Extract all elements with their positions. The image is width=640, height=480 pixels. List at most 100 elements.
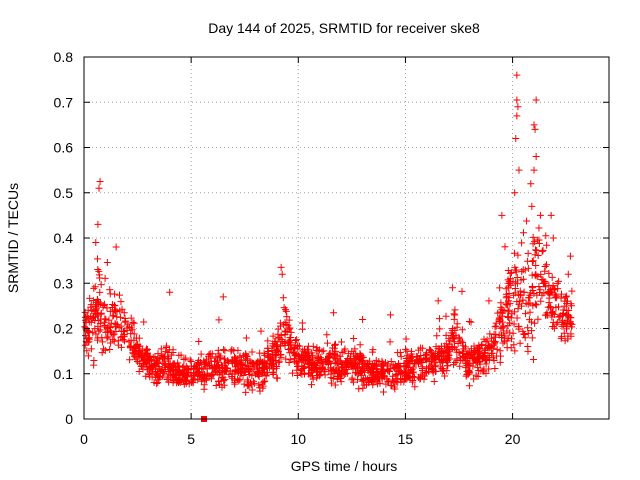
data-point: [292, 336, 300, 344]
data-point: [354, 370, 362, 378]
data-point: [351, 345, 359, 353]
data-point: [567, 332, 575, 340]
data-point: [516, 291, 524, 299]
data-point: [568, 323, 576, 331]
data-point: [95, 327, 103, 335]
data-point: [467, 318, 475, 326]
data-point: [513, 273, 521, 281]
data-point: [358, 358, 366, 366]
data-point: [517, 302, 525, 310]
data-point: [480, 367, 488, 375]
data-point: [397, 375, 405, 383]
data-point: [336, 352, 344, 360]
data-point: [342, 365, 350, 373]
data-point: [543, 241, 551, 249]
data-point: [298, 325, 306, 333]
data-point: [105, 323, 113, 331]
data-point: [520, 229, 528, 237]
data-point: [87, 345, 95, 353]
data-point: [186, 356, 194, 364]
data-point: [287, 345, 295, 353]
data-point: [427, 346, 435, 354]
data-point: [545, 294, 553, 302]
data-point-peak: [219, 293, 227, 301]
data-point: [403, 351, 411, 359]
data-point-peak: [449, 284, 457, 292]
data-point: [105, 316, 113, 324]
data-point: [456, 362, 464, 370]
data-point: [285, 316, 293, 324]
data-point: [155, 373, 163, 381]
data-point: [535, 236, 543, 244]
data-point: [159, 359, 167, 367]
data-point: [240, 368, 248, 376]
data-point: [120, 309, 128, 317]
data-point: [84, 338, 92, 346]
data-point: [204, 372, 212, 380]
data-point: [89, 329, 97, 337]
data-point: [441, 372, 449, 380]
data-point: [126, 356, 134, 364]
data-point: [506, 269, 514, 277]
data-point: [232, 354, 240, 362]
data-point: [503, 301, 511, 309]
data-point: [98, 338, 106, 346]
data-point: [250, 379, 258, 387]
data-point: [470, 375, 478, 383]
data-point: [183, 364, 191, 372]
data-point: [167, 366, 175, 374]
data-point: [408, 352, 416, 360]
data-point: [505, 306, 513, 314]
data-point: [297, 351, 305, 359]
data-point: [81, 323, 89, 331]
data-point: [151, 368, 159, 376]
data-point: [465, 382, 473, 390]
data-point: [304, 342, 312, 350]
data-point: [228, 374, 236, 382]
data-point: [396, 348, 404, 356]
x-axis-label: GPS time / hours: [291, 458, 398, 474]
data-point: [242, 388, 250, 396]
data-point: [273, 374, 281, 382]
data-point-peak: [528, 202, 536, 210]
data-point: [416, 357, 424, 365]
data-point-peak: [92, 239, 100, 247]
data-point: [322, 357, 330, 365]
data-point: [453, 320, 461, 328]
data-point: [127, 343, 135, 351]
data-point-peak: [512, 134, 520, 142]
data-point: [87, 301, 95, 309]
data-point: [504, 334, 512, 342]
data-point-peak: [547, 211, 555, 219]
data-point-peak: [513, 112, 521, 120]
data-point: [496, 358, 504, 366]
data-point: [148, 363, 156, 371]
data-point: [100, 318, 108, 326]
data-point: [380, 388, 388, 396]
data-point: [292, 359, 300, 367]
data-point: [496, 308, 504, 316]
data-point: [364, 360, 372, 368]
data-point: [270, 360, 278, 368]
data-point: [352, 354, 360, 362]
data-point: [101, 322, 109, 330]
data-point: [135, 368, 143, 376]
data-point: [545, 281, 553, 289]
data-point: [285, 338, 293, 346]
data-point: [336, 375, 344, 383]
data-point-peak: [278, 270, 286, 278]
data-point: [307, 361, 315, 369]
data-point: [497, 324, 505, 332]
data-point: [286, 356, 294, 364]
data-point: [290, 355, 298, 363]
data-point: [212, 381, 220, 389]
data-point: [561, 302, 569, 310]
data-point: [467, 351, 475, 359]
data-point: [459, 338, 467, 346]
data-point: [475, 341, 483, 349]
data-point: [521, 330, 529, 338]
data-point: [111, 290, 119, 298]
data-point: [476, 344, 484, 352]
